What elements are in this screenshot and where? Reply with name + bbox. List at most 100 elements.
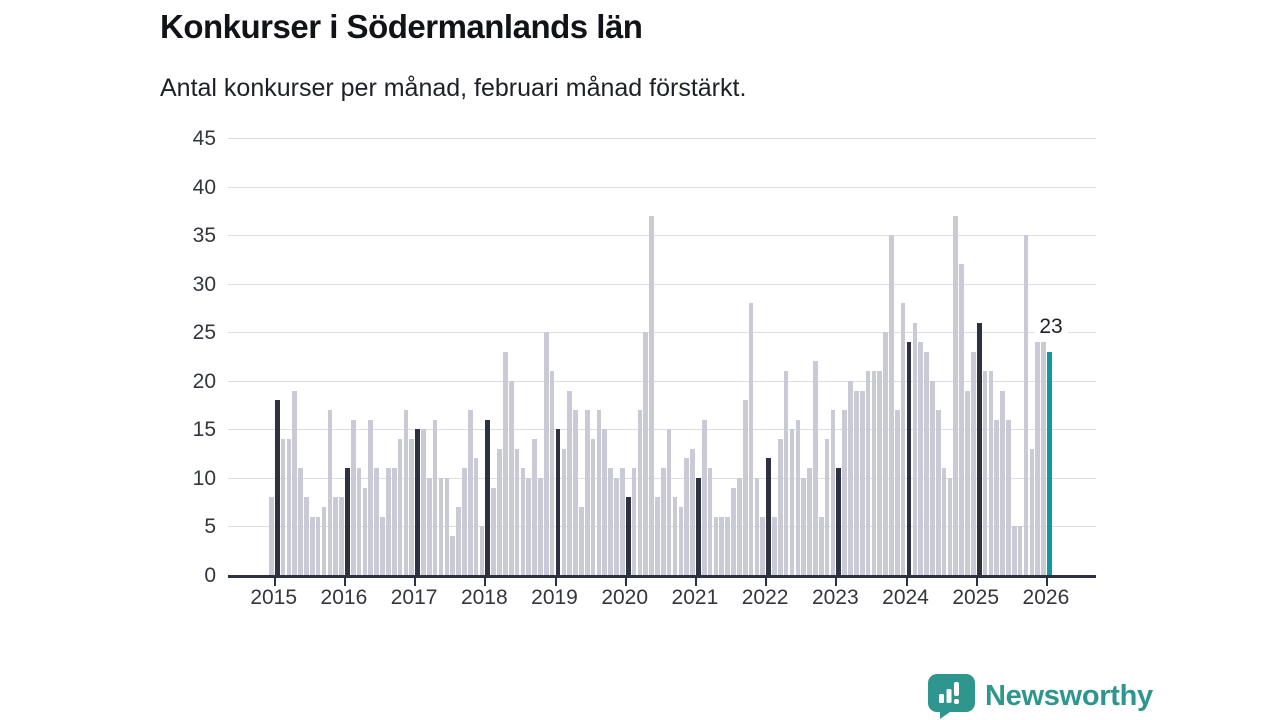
bar-highlight-february — [1047, 351, 1052, 575]
bar-february — [345, 468, 350, 575]
bar-month — [725, 516, 730, 575]
bar-month — [807, 468, 812, 575]
bar-february — [696, 477, 701, 575]
highlight-value-label: 23 — [1034, 315, 1068, 339]
x-tick-2015 — [273, 578, 276, 586]
y-axis-label-30: 30 — [192, 272, 216, 296]
bar-month — [479, 526, 485, 575]
bar-month — [930, 380, 935, 575]
bar-month — [1006, 419, 1011, 575]
bar-month — [573, 409, 578, 575]
bar-month — [1041, 341, 1046, 575]
bar-month — [748, 303, 754, 575]
bar-month — [438, 477, 444, 575]
bar-month — [526, 477, 532, 575]
bar-month — [935, 409, 941, 575]
bar-month — [818, 516, 824, 575]
bar-month — [473, 458, 479, 575]
bar-month — [532, 439, 537, 575]
bar-month — [1011, 526, 1017, 575]
bar-month — [608, 468, 613, 575]
bar-month — [742, 400, 748, 575]
bar-month — [894, 409, 900, 575]
x-axis-label-2019: 2019 — [531, 586, 578, 609]
bar-month — [304, 497, 309, 575]
bar-month — [655, 497, 660, 575]
bar-month — [994, 419, 1000, 575]
bar-month — [543, 332, 549, 575]
bar-month — [830, 409, 836, 575]
x-tick-2019 — [554, 578, 557, 586]
bar-month — [859, 390, 865, 575]
bar-month — [579, 507, 584, 575]
bar-month — [456, 507, 461, 575]
x-tick-2024 — [905, 578, 908, 586]
bar-month — [1029, 448, 1035, 575]
bar-month — [631, 468, 637, 575]
bar-month — [643, 332, 649, 575]
bar-month — [467, 409, 473, 575]
bar-month — [701, 419, 707, 575]
page-subtitle: Antal konkurser per månad, februari måna… — [160, 74, 747, 102]
bar-month — [327, 409, 333, 575]
bar-month — [508, 380, 514, 575]
bar-month — [953, 215, 959, 575]
bar-month — [707, 468, 713, 575]
bar-month — [590, 439, 596, 575]
x-axis-label-2015: 2015 — [250, 586, 298, 609]
x-tick-2017 — [414, 578, 417, 586]
x-tick-2025 — [975, 578, 978, 586]
bar-month — [362, 487, 368, 575]
bar-month — [871, 371, 877, 575]
bar-month — [971, 351, 976, 575]
bar-month — [941, 468, 947, 575]
bar-february — [976, 322, 982, 575]
bar-month — [538, 477, 543, 575]
x-axis-label-2024: 2024 — [882, 586, 929, 609]
x-axis-label-2016: 2016 — [320, 586, 368, 609]
bar-month — [965, 390, 970, 575]
y-axis-label-10: 10 — [192, 466, 216, 490]
bar-month — [286, 439, 292, 575]
bar-month — [877, 371, 883, 575]
chart-plot-area: 23 0 5 10 15 20 25 30 35 40 45 2015 2016 2017 2018 201… — [193, 127, 1096, 609]
bar-month — [772, 516, 777, 575]
bar-month — [491, 487, 496, 575]
bar-month — [380, 516, 385, 575]
bar-month — [789, 429, 795, 575]
bar-month — [450, 536, 456, 575]
bar-month — [754, 477, 760, 575]
bar-month — [678, 507, 684, 575]
bar-month — [1017, 526, 1023, 575]
gridline-15 — [228, 429, 1096, 431]
x-tick-2018 — [484, 578, 487, 586]
bar-month — [409, 439, 415, 575]
bar-february — [555, 429, 561, 575]
bar-month — [672, 497, 678, 575]
y-axis-label-35: 35 — [192, 224, 216, 248]
bar-month — [637, 409, 643, 575]
bar-month — [854, 390, 859, 575]
bar-month — [356, 468, 362, 575]
bar-february — [625, 497, 631, 575]
bar-month — [432, 419, 438, 575]
bar-month — [602, 429, 608, 575]
x-tick-2016 — [343, 578, 346, 586]
x-tick-2026 — [1045, 578, 1048, 586]
y-axis-label-20: 20 — [192, 369, 216, 393]
bar-month — [333, 497, 339, 575]
bar-february — [485, 419, 491, 575]
bar-february — [766, 458, 771, 575]
gridline-45 — [228, 138, 1096, 139]
bar-month — [462, 468, 467, 575]
newsworthy-logo-text: Newsworthy — [985, 680, 1153, 712]
bar-month — [883, 332, 888, 575]
x-axis-label-2026: 2026 — [1022, 586, 1070, 609]
bar-month — [386, 468, 391, 575]
bar-month — [918, 341, 924, 575]
x-tick-2020 — [624, 578, 627, 586]
bar-month — [666, 429, 672, 575]
bar-february — [906, 341, 912, 575]
bar-month — [397, 439, 403, 575]
